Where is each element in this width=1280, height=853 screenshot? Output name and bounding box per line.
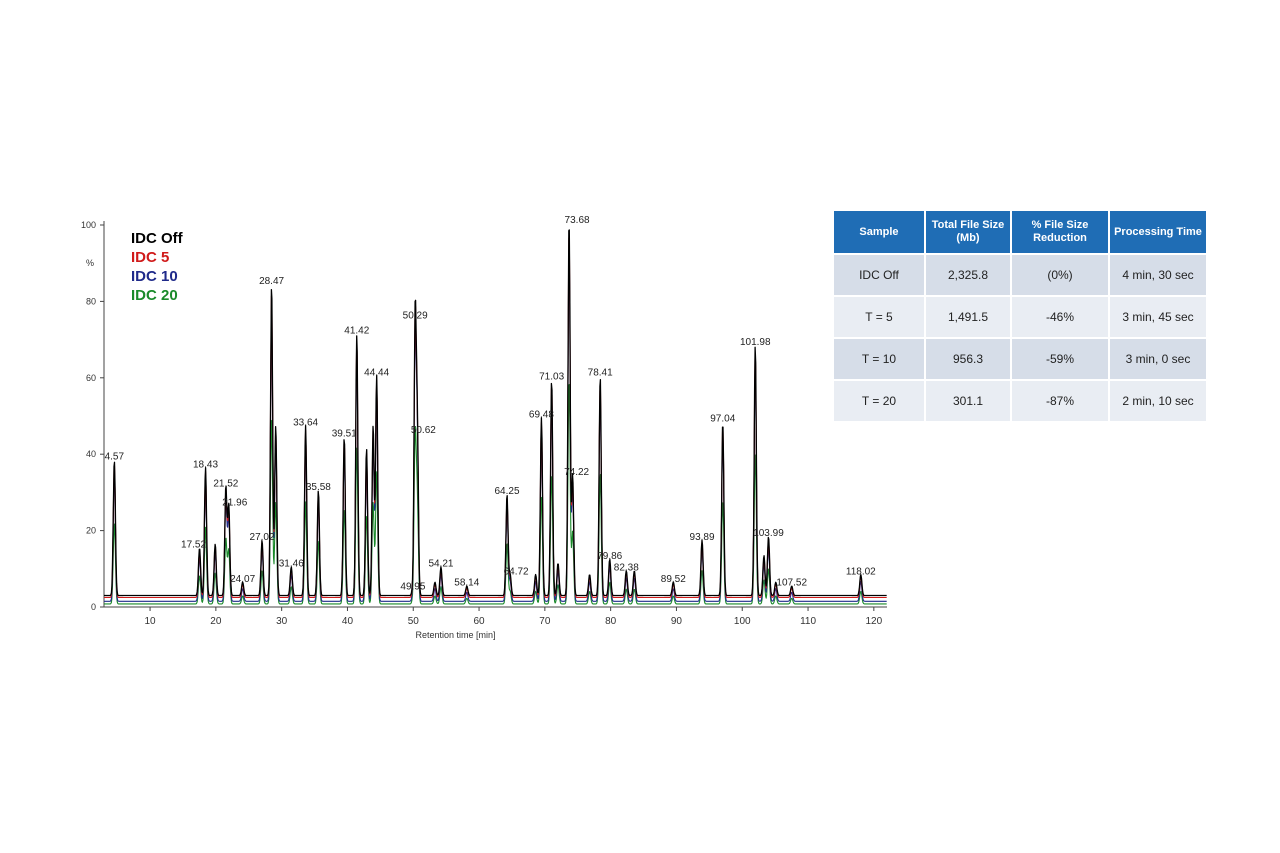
peak-label: 50.29 (403, 310, 428, 321)
trace-idc-off (103, 229, 887, 597)
x-tick-label: 80 (605, 616, 617, 627)
peak-label: 64.72 (504, 566, 529, 577)
peak-label: 71.03 (539, 371, 564, 382)
table-header-row: Sample Total File Size (Mb) % File Size … (834, 211, 1206, 253)
y-tick-label: 0 (91, 602, 96, 612)
cell-total-file-size: 956.3 (926, 339, 1010, 379)
y-tick-label: 20 (86, 526, 96, 536)
cell-total-file-size: 301.1 (926, 381, 1010, 421)
x-tick-label: 50 (408, 616, 420, 627)
results-table: Sample Total File Size (Mb) % File Size … (832, 209, 1208, 423)
x-tick-label: 10 (144, 616, 156, 627)
peak-label: 54.21 (428, 559, 453, 570)
peak-label: 18.43 (193, 459, 218, 470)
peak-label: 33.64 (293, 417, 318, 428)
header-file-size-reduction: % File Size Reduction (1012, 211, 1108, 253)
header-total-file-size: Total File Size (Mb) (926, 211, 1010, 253)
y-tick-label: 40 (86, 449, 96, 459)
peak-label: 74.22 (564, 467, 589, 478)
peak-label: 103.99 (753, 528, 784, 539)
peak-label: 21.96 (222, 498, 247, 509)
cell-reduction: (0%) (1012, 255, 1108, 295)
x-tick-label: 40 (342, 616, 354, 627)
peak-label: 89.52 (661, 574, 686, 585)
cell-processing-time: 3 min, 45 sec (1110, 297, 1206, 337)
table-row: IDC Off 2,325.8 (0%) 4 min, 30 sec (834, 255, 1206, 295)
cell-sample: T = 10 (834, 339, 924, 379)
x-tick-label: 30 (276, 616, 288, 627)
peak-label: 93.89 (690, 532, 715, 543)
peak-label: 58.14 (454, 578, 479, 589)
peak-label: 73.68 (565, 215, 590, 226)
y-axis-label: % (86, 258, 94, 268)
y-tick-label: 100 (81, 220, 96, 230)
cell-reduction: -59% (1012, 339, 1108, 379)
cell-sample: T = 5 (834, 297, 924, 337)
cell-total-file-size: 2,325.8 (926, 255, 1010, 295)
legend-entry: IDC 10 (131, 268, 178, 285)
x-tick-label: 60 (473, 616, 485, 627)
chromatogram-chart: 0 20 40 60 80 100% 10 20 30 40 50 60 70 80 90 100 110 120… (81, 215, 887, 640)
peak-label: 17.52 (181, 540, 206, 551)
x-tick-label: 70 (539, 616, 551, 627)
cell-processing-time: 4 min, 30 sec (1110, 255, 1206, 295)
x-tick-label: 110 (800, 616, 816, 627)
peak-label: 28.47 (259, 276, 284, 287)
peak-label: 24.07 (230, 574, 255, 585)
x-axis-label: Retention time [min] (415, 630, 495, 640)
peak-label: 107.52 (776, 578, 807, 589)
y-tick-label: 60 (86, 373, 96, 383)
legend-entry: IDC 5 (131, 249, 169, 266)
peak-label: 4.57 (105, 452, 125, 463)
peak-label: 35.58 (306, 482, 331, 493)
cell-processing-time: 3 min, 0 sec (1110, 339, 1206, 379)
peak-label: 101.98 (740, 337, 771, 348)
cell-reduction: -46% (1012, 297, 1108, 337)
peak-label: 79.86 (597, 551, 622, 562)
x-tick-label: 90 (671, 616, 683, 627)
cell-reduction: -87% (1012, 381, 1108, 421)
header-sample: Sample (834, 211, 924, 253)
peak-label: 44.44 (364, 368, 389, 379)
table-row: T = 20 301.1 -87% 2 min, 10 sec (834, 381, 1206, 421)
table-row: T = 5 1,491.5 -46% 3 min, 45 sec (834, 297, 1206, 337)
header-processing-time: Processing Time (1110, 211, 1206, 253)
table-row: T = 10 956.3 -59% 3 min, 0 sec (834, 339, 1206, 379)
cell-total-file-size: 1,491.5 (926, 297, 1010, 337)
peak-label: 69.48 (529, 410, 554, 421)
x-tick-label: 100 (734, 616, 751, 627)
peak-label: 78.41 (588, 368, 613, 379)
legend-entry: IDC Off (131, 230, 184, 247)
cell-processing-time: 2 min, 10 sec (1110, 381, 1206, 421)
peak-label: 41.42 (344, 326, 369, 337)
peak-label: 50.62 (411, 425, 436, 436)
peak-label: 82.38 (614, 562, 639, 573)
plot-area: 0 20 40 60 80 100% 10 20 30 40 50 60 70 80 90 100 110 120… (81, 215, 887, 640)
peak-label: 49.95 (400, 582, 425, 593)
peak-label: 97.04 (710, 413, 735, 424)
peak-label: 64.25 (494, 486, 519, 497)
peak-label: 39.51 (332, 429, 357, 440)
peak-label: 31.46 (279, 559, 304, 570)
peak-label: 27.02 (250, 532, 275, 543)
legend-entry: IDC 20 (131, 287, 178, 304)
cell-sample: IDC Off (834, 255, 924, 295)
peak-label: 21.52 (213, 478, 238, 489)
x-tick-label: 20 (210, 616, 222, 627)
y-tick-label: 80 (86, 296, 96, 306)
cell-sample: T = 20 (834, 381, 924, 421)
peak-label: 118.02 (846, 566, 876, 577)
x-tick-label: 120 (865, 616, 882, 627)
